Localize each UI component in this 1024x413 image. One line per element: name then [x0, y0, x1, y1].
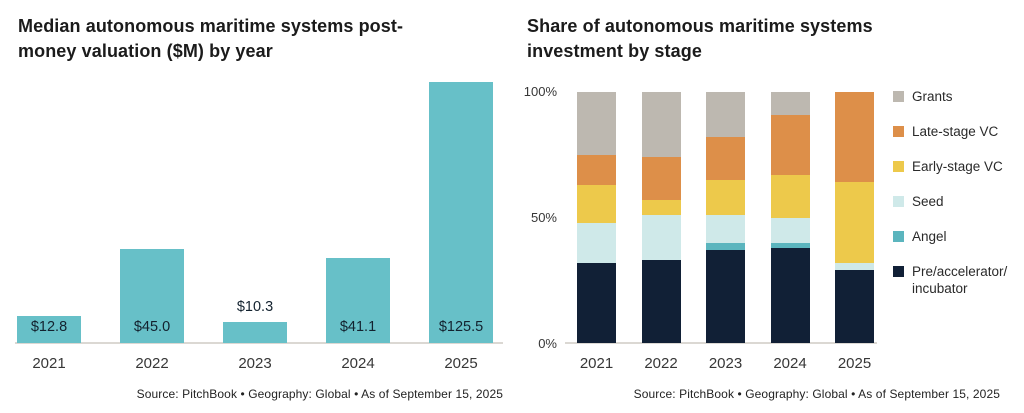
- valuation-value-label-2023: $10.3: [236, 299, 274, 315]
- segment-seed-2021: [577, 222, 616, 263]
- segment-pre-accelerator-incubator-2024: [770, 247, 810, 343]
- valuation-bar-2021: [17, 316, 81, 343]
- segment-seed-2024: [770, 217, 810, 243]
- segment-pre-accelerator-incubator-2021: [577, 262, 616, 343]
- valuation-plot-area: $12.8 $45.0 $10.3 $41.1 $125.5: [17, 82, 493, 343]
- legend-item-seed: Seed: [893, 193, 1007, 210]
- stage-share-year-label-2021: 2021: [579, 355, 614, 372]
- segment-seed-2022: [641, 215, 681, 261]
- segment-late-stage-vc-2021: [577, 154, 616, 185]
- valuation-bar-2023: [223, 322, 287, 343]
- stage-share-bar-2024: [770, 92, 810, 343]
- segment-seed-2025: [835, 262, 874, 271]
- segment-early-stage-vc-2024: [770, 174, 810, 218]
- legend-label-pre-accelerator-incubator: Pre/accelerator/incubator: [912, 264, 1008, 296]
- valuation-bar-2022: [120, 249, 184, 343]
- segment-pre-accelerator-incubator-2023: [706, 250, 745, 343]
- segment-early-stage-vc-2025: [835, 182, 874, 263]
- legend-label-seed: Seed: [912, 194, 944, 209]
- legend-swatch-late-stage-vc: [893, 126, 904, 137]
- segment-grants-2022: [641, 92, 681, 158]
- stage-share-plot-area: [577, 92, 874, 343]
- stage-share-title-line2: investment by stage: [527, 41, 702, 61]
- valuation-value-label-2021: $12.8: [30, 319, 68, 335]
- valuation-bar-slot-2024: $41.1: [326, 82, 390, 343]
- legend-item-angel: Angel: [893, 228, 1007, 245]
- legend-item-early-stage-vc: Early-stage VC: [893, 158, 1007, 175]
- segment-early-stage-vc-2021: [577, 184, 616, 223]
- valuation-bar-slot-2022: $45.0: [120, 82, 184, 343]
- valuation-value-label-2022: $45.0: [133, 319, 171, 335]
- stage-share-year-label-2024: 2024: [773, 355, 807, 372]
- stage-share-x-axis-line: [565, 342, 877, 344]
- valuation-title-line2: money valuation ($M) by year: [18, 41, 273, 61]
- valuation-year-label-2025: 2025: [444, 355, 478, 372]
- legend-item-late-stage-vc: Late-stage VC: [893, 123, 1007, 140]
- segment-early-stage-vc-2023: [706, 179, 745, 216]
- stage-share-year-label-2023: 2023: [708, 355, 743, 372]
- stage-share-year-label-2022: 2022: [644, 355, 678, 372]
- valuation-bar-2025: [429, 82, 493, 343]
- segment-pre-accelerator-incubator-2022: [641, 260, 681, 343]
- valuation-value-label-2025: $125.5: [438, 319, 484, 335]
- valuation-source-line: Source: PitchBook • Geography: Global • …: [136, 387, 503, 401]
- valuation-bar-slot-2021: $12.8: [17, 82, 81, 343]
- y-tick-100: 100%: [523, 84, 557, 99]
- stage-share-source-line: Source: PitchBook • Geography: Global • …: [633, 387, 1000, 401]
- segment-grants-2023: [706, 92, 745, 138]
- segment-late-stage-vc-2023: [706, 137, 745, 180]
- valuation-year-label-2024: 2024: [341, 355, 375, 372]
- segment-late-stage-vc-2025: [835, 92, 874, 183]
- valuation-bar-2024: [326, 258, 390, 343]
- valuation-year-label-2021: 2021: [32, 355, 66, 372]
- stage-share-chart-title: Share of autonomous maritime systems inv…: [527, 14, 873, 64]
- valuation-chart-title: Median autonomous maritime systems post-…: [18, 14, 403, 64]
- y-tick-0: 0%: [538, 336, 557, 351]
- segment-pre-accelerator-incubator-2025: [835, 270, 874, 343]
- segment-grants-2024: [770, 92, 810, 115]
- valuation-bar-slot-2025: $125.5: [429, 82, 493, 343]
- segment-seed-2023: [706, 215, 745, 243]
- segment-angel-2024: [770, 242, 810, 248]
- valuation-value-label-2024: $41.1: [339, 319, 377, 335]
- segment-late-stage-vc-2024: [770, 114, 810, 175]
- stage-share-bar-2025: [835, 92, 874, 343]
- stage-share-legend: Grants Late-stage VC Early-stage VC Seed Ang…: [893, 88, 1007, 297]
- segment-grants-2021: [577, 92, 616, 155]
- legend-item-pre-accelerator-incubator: Pre/accelerator/incubator: [893, 263, 1007, 297]
- stage-share-bar-2022: [641, 92, 681, 343]
- valuation-bar-slot-2023: $10.3: [223, 82, 287, 343]
- segment-early-stage-vc-2022: [641, 199, 681, 216]
- stage-share-bar-2021: [577, 92, 616, 343]
- stage-share-year-label-2025: 2025: [837, 355, 872, 372]
- legend-swatch-angel: [893, 231, 904, 242]
- stage-share-x-axis-labels: 2021 2022 2023 2024 2025: [577, 355, 874, 372]
- stage-share-title-line1: Share of autonomous maritime systems: [527, 16, 873, 36]
- legend-swatch-early-stage-vc: [893, 161, 904, 172]
- legend-swatch-seed: [893, 196, 904, 207]
- valuation-x-axis-labels: 2021 2022 2023 2024 2025: [17, 355, 493, 372]
- legend-label-grants: Grants: [912, 89, 953, 104]
- segment-late-stage-vc-2022: [641, 157, 681, 200]
- legend-swatch-pre-accelerator-incubator: [893, 266, 904, 277]
- legend-label-late-stage-vc: Late-stage VC: [912, 124, 999, 139]
- valuation-year-label-2022: 2022: [135, 355, 169, 372]
- valuation-year-label-2023: 2023: [238, 355, 272, 372]
- stage-share-bar-2023: [706, 92, 745, 343]
- valuation-title-line1: Median autonomous maritime systems post-: [18, 16, 404, 36]
- legend-label-angel: Angel: [912, 229, 947, 244]
- legend-swatch-grants: [893, 91, 904, 102]
- legend-item-grants: Grants: [893, 88, 1007, 105]
- segment-angel-2023: [706, 242, 745, 251]
- y-tick-50: 50%: [530, 210, 557, 225]
- legend-label-early-stage-vc: Early-stage VC: [912, 159, 1003, 174]
- valuation-x-axis-line: [15, 342, 503, 344]
